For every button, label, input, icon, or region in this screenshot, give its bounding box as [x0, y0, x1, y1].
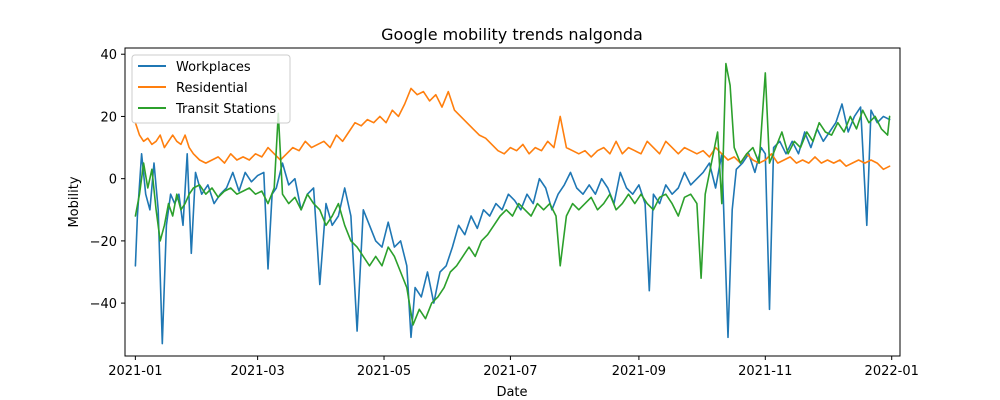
series-line-workplaces — [134, 103, 891, 345]
series-line-transit-stations — [134, 62, 891, 326]
y-axis: 40 20 0 −20 −40 — [90, 48, 125, 312]
legend-label-transit-stations: Transit Stations — [175, 102, 276, 117]
legend-label-workplaces: Workplaces — [176, 60, 251, 75]
x-tick-label: 2021-05 — [357, 364, 411, 379]
x-tick-label: 2022-01 — [865, 364, 919, 379]
x-tick-label: 2021-07 — [483, 364, 537, 379]
x-axis: 2021-01 2021-03 2021-05 2021-07 2021-09 2021-… — [108, 356, 919, 379]
x-tick-label: 2021-03 — [230, 364, 284, 379]
x-tick-label: 2021-11 — [738, 364, 792, 379]
y-tick-label: 40 — [100, 48, 117, 63]
y-tick-label: −20 — [90, 235, 117, 250]
y-axis-label: Mobility — [67, 176, 82, 227]
legend-frame — [131, 54, 291, 124]
x-axis-label: Date — [496, 385, 527, 400]
legend: Workplaces Residential Transit Stations — [131, 54, 291, 124]
chart-title: Google mobility trends nalgonda — [381, 25, 643, 44]
legend-label-residential: Residential — [176, 81, 248, 96]
x-tick-label: 2021-01 — [108, 364, 162, 379]
y-tick-label: 0 — [109, 173, 117, 188]
x-tick-label: 2021-09 — [612, 364, 666, 379]
y-tick-label: 20 — [100, 110, 117, 125]
y-tick-label: −40 — [90, 297, 117, 312]
series-layer — [134, 62, 891, 345]
plot-area-frame — [124, 47, 901, 357]
